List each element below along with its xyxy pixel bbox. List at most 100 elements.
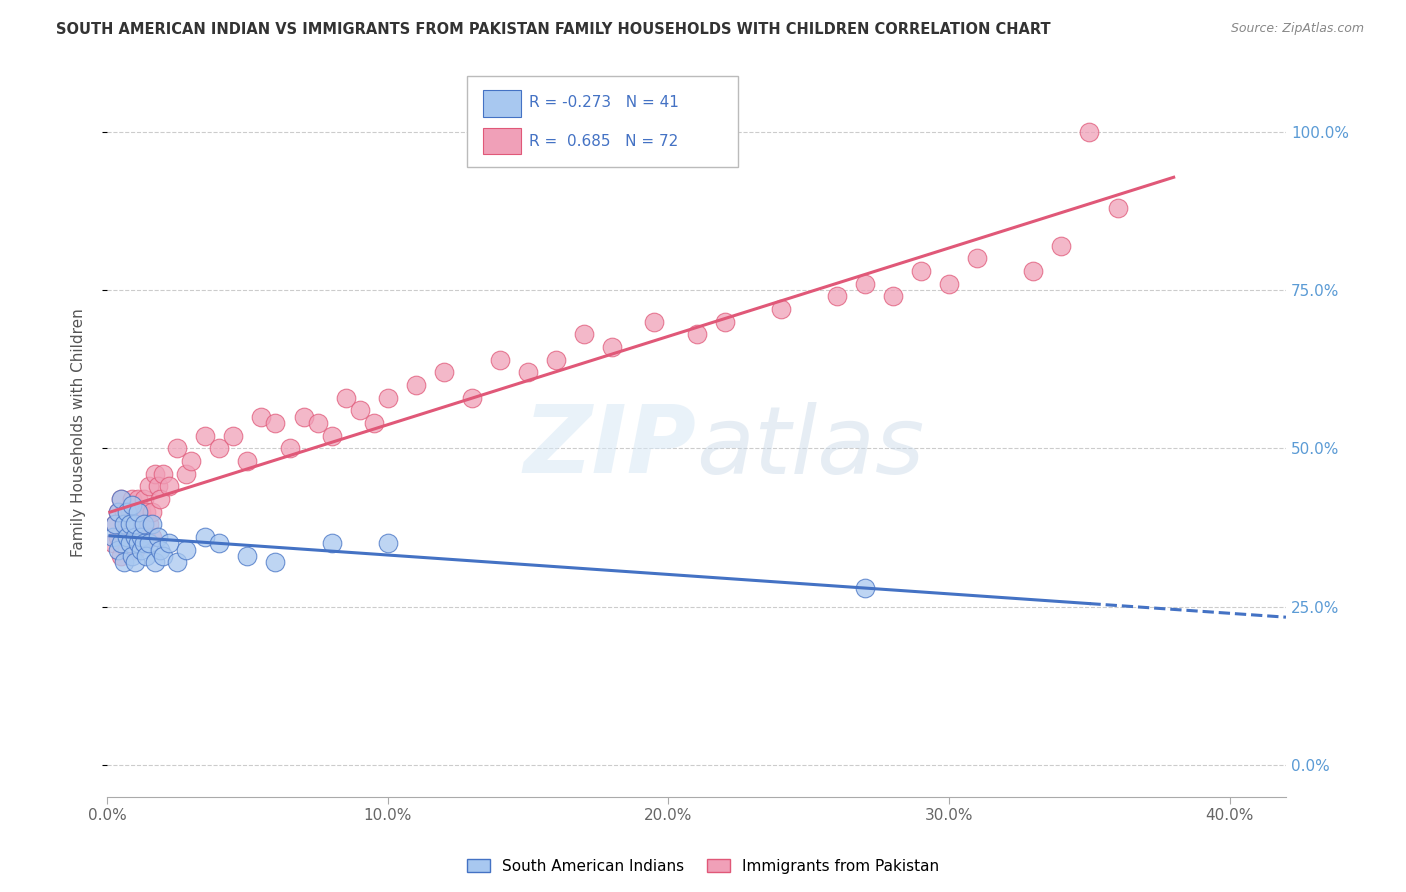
Point — [115, 505, 138, 519]
Point — [124, 517, 146, 532]
Point — [966, 252, 988, 266]
Point — [1078, 125, 1101, 139]
Point — [1022, 264, 1045, 278]
Point — [135, 505, 157, 519]
Point — [132, 492, 155, 507]
Point — [149, 542, 172, 557]
Point — [335, 391, 357, 405]
Point — [146, 479, 169, 493]
Point — [264, 555, 287, 569]
Point — [132, 536, 155, 550]
Point — [104, 517, 127, 532]
Point — [363, 416, 385, 430]
Point — [118, 530, 141, 544]
Point — [152, 467, 174, 481]
Point — [643, 315, 665, 329]
Point — [236, 549, 259, 563]
Point — [141, 505, 163, 519]
Point — [1050, 239, 1073, 253]
Point — [853, 581, 876, 595]
Point — [107, 530, 129, 544]
Point — [769, 302, 792, 317]
Point — [174, 467, 197, 481]
Point — [149, 492, 172, 507]
Legend: South American Indians, Immigrants from Pakistan: South American Indians, Immigrants from … — [461, 853, 945, 880]
Point — [115, 530, 138, 544]
Text: R = -0.273   N = 41: R = -0.273 N = 41 — [529, 95, 679, 110]
Point — [713, 315, 735, 329]
Text: ZIP: ZIP — [523, 401, 696, 493]
Point — [129, 530, 152, 544]
Point — [433, 366, 456, 380]
Point — [112, 530, 135, 544]
Point — [825, 289, 848, 303]
Point — [118, 517, 141, 532]
Point — [574, 327, 596, 342]
Point — [600, 340, 623, 354]
Point — [264, 416, 287, 430]
Point — [115, 517, 138, 532]
Text: SOUTH AMERICAN INDIAN VS IMMIGRANTS FROM PAKISTAN FAMILY HOUSEHOLDS WITH CHILDRE: SOUTH AMERICAN INDIAN VS IMMIGRANTS FROM… — [56, 22, 1050, 37]
Point — [546, 352, 568, 367]
Point — [110, 492, 132, 507]
Point — [112, 517, 135, 532]
Point — [104, 517, 127, 532]
Point — [138, 517, 160, 532]
Point — [121, 499, 143, 513]
Point — [124, 505, 146, 519]
Point — [143, 467, 166, 481]
Point — [135, 549, 157, 563]
Point — [146, 530, 169, 544]
Point — [112, 555, 135, 569]
Point — [157, 536, 180, 550]
Point — [101, 536, 124, 550]
Point — [124, 542, 146, 557]
Point — [143, 555, 166, 569]
Point — [127, 492, 149, 507]
Point — [321, 536, 343, 550]
Point — [377, 391, 399, 405]
Point — [107, 505, 129, 519]
Text: R =  0.685   N = 72: R = 0.685 N = 72 — [529, 134, 678, 149]
FancyBboxPatch shape — [484, 90, 520, 117]
Point — [127, 517, 149, 532]
Point — [882, 289, 904, 303]
Point — [405, 378, 427, 392]
FancyBboxPatch shape — [484, 128, 520, 154]
Point — [685, 327, 707, 342]
Point — [377, 536, 399, 550]
Text: atlas: atlas — [696, 401, 925, 492]
Point — [135, 530, 157, 544]
Point — [110, 536, 132, 550]
Point — [110, 549, 132, 563]
Point — [124, 530, 146, 544]
Point — [118, 505, 141, 519]
Point — [129, 505, 152, 519]
Point — [127, 505, 149, 519]
Point — [1107, 201, 1129, 215]
Point — [236, 454, 259, 468]
Point — [194, 530, 217, 544]
Point — [208, 442, 231, 456]
Point — [107, 542, 129, 557]
Point — [166, 555, 188, 569]
Point — [307, 416, 329, 430]
Y-axis label: Family Households with Children: Family Households with Children — [72, 309, 86, 557]
Point — [292, 409, 315, 424]
Point — [853, 277, 876, 291]
Point — [222, 429, 245, 443]
Point — [180, 454, 202, 468]
Point — [115, 542, 138, 557]
Point — [129, 530, 152, 544]
Point — [152, 549, 174, 563]
Point — [278, 442, 301, 456]
Point — [121, 536, 143, 550]
Point — [121, 549, 143, 563]
Point — [349, 403, 371, 417]
Point — [194, 429, 217, 443]
Point — [110, 492, 132, 507]
FancyBboxPatch shape — [467, 76, 738, 167]
Point — [489, 352, 512, 367]
Point — [166, 442, 188, 456]
Point — [157, 479, 180, 493]
